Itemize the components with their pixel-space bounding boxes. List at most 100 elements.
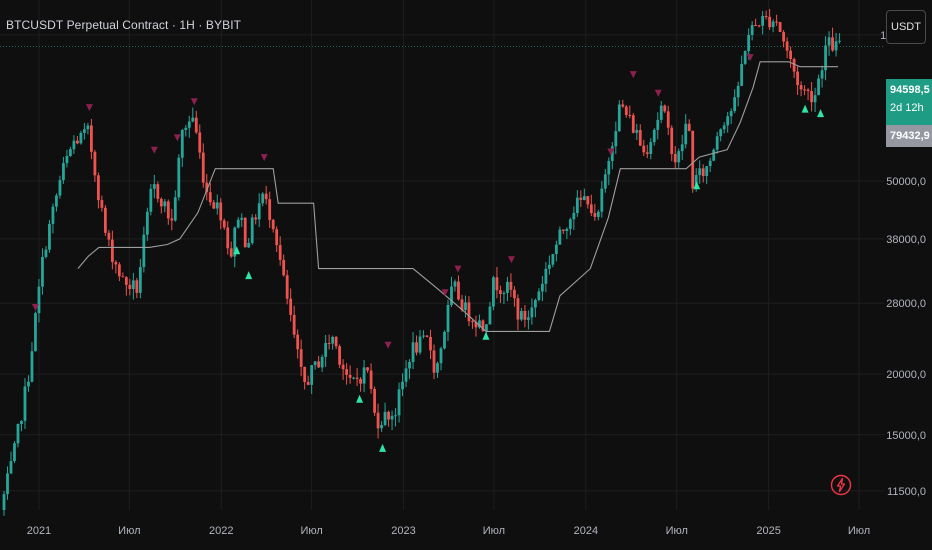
candle-body — [212, 202, 216, 209]
candle-body — [502, 292, 506, 294]
sell-signal-marker — [260, 154, 268, 162]
candle-body — [34, 313, 37, 352]
candle-body — [124, 277, 128, 285]
candle-body — [754, 25, 758, 27]
candle-body — [86, 125, 90, 130]
sell-signal-marker — [150, 146, 158, 154]
candle-body — [51, 206, 55, 224]
candle-body — [236, 219, 240, 228]
candle-body — [184, 127, 188, 131]
time-axis-tick-label: Июл — [483, 525, 505, 537]
candle-body — [27, 381, 30, 387]
candle-body — [83, 129, 86, 133]
candle-body — [719, 129, 723, 137]
candle-body — [726, 116, 730, 126]
sell-signal-marker — [746, 54, 754, 62]
buy-signal-marker — [693, 181, 701, 190]
candle-body — [159, 198, 163, 207]
time-axis-tick-label: 2022 — [209, 525, 233, 537]
trailing-stop-line — [77, 61, 839, 332]
candle-body — [453, 281, 457, 287]
candle-body — [278, 245, 282, 260]
candle-body — [373, 388, 376, 413]
candle-body — [817, 78, 820, 96]
sell-signal-marker — [507, 256, 515, 264]
candle-body — [656, 119, 660, 130]
candle-body — [320, 356, 324, 368]
candle-body — [58, 180, 62, 196]
candle-body — [796, 71, 799, 86]
candle-body — [422, 335, 425, 337]
candle-body — [2, 494, 6, 510]
buy-signal-marker — [245, 271, 253, 280]
candle-body — [341, 364, 345, 370]
candle-body — [114, 262, 118, 265]
sell-signal-marker — [629, 71, 637, 79]
candle-body — [834, 41, 838, 51]
candle-body — [537, 291, 541, 301]
candle-body — [261, 193, 265, 204]
candle-body — [827, 37, 831, 46]
candle-body — [488, 306, 492, 325]
candle-body — [582, 196, 586, 200]
candle-body — [659, 105, 663, 120]
candle-body — [614, 131, 618, 147]
candle-body — [596, 211, 600, 217]
candle-body — [663, 105, 667, 112]
candle-body — [782, 32, 786, 42]
candle-body — [135, 280, 139, 293]
candle-body — [547, 264, 551, 269]
candle-body — [701, 168, 705, 177]
candle-body — [222, 220, 226, 228]
candle-body — [638, 130, 642, 146]
candle-body — [520, 310, 523, 320]
candle-body — [380, 425, 383, 429]
candle-body — [792, 58, 796, 72]
candle-body — [180, 130, 184, 158]
candle-body — [617, 104, 621, 132]
time-axis-tick-label: 2023 — [391, 525, 415, 537]
candle-body — [443, 331, 446, 349]
buy-signal-marker — [233, 246, 241, 255]
time-axis-tick-label: Июл — [848, 525, 870, 537]
candle-body — [173, 197, 177, 221]
candle-body — [292, 314, 296, 335]
candle-body — [457, 281, 460, 300]
time-axis-tick-label: Июл — [300, 525, 322, 537]
candle-body — [670, 127, 674, 155]
candle-body — [778, 22, 782, 33]
candle-body — [652, 129, 656, 143]
buy-signal-marker — [356, 394, 364, 403]
candle-body — [631, 115, 635, 133]
candle-body — [810, 90, 813, 103]
currency-button[interactable]: USDT — [886, 10, 926, 44]
candle-body — [215, 202, 219, 209]
lightning-bolt-icon[interactable] — [830, 474, 852, 496]
candle-body — [799, 85, 803, 90]
price-axis-tick-label: 28000,0 — [886, 298, 926, 310]
candle-body — [30, 351, 34, 382]
candle-body — [145, 211, 149, 235]
candle-body — [568, 219, 572, 229]
symbol-title[interactable]: BTCUSDT Perpetual Contract · 1H · BYBIT — [6, 18, 242, 32]
candle-body — [20, 420, 23, 425]
sell-signal-marker — [607, 148, 615, 156]
candle-body — [533, 300, 537, 308]
candle-body — [89, 125, 93, 152]
candle-body — [436, 363, 439, 373]
candle-body — [310, 365, 314, 385]
candle-body — [579, 197, 583, 200]
candle-body — [271, 219, 275, 230]
candle-body — [16, 424, 20, 444]
current-price-label: 94598,5 — [890, 84, 930, 96]
candle-body — [376, 412, 380, 429]
candle-body — [194, 117, 198, 133]
candle-body — [107, 232, 111, 240]
candle-body — [736, 85, 740, 98]
candle-body — [575, 197, 579, 213]
candle-body — [401, 381, 404, 390]
candle-body — [680, 144, 684, 152]
candle-body — [201, 152, 205, 183]
